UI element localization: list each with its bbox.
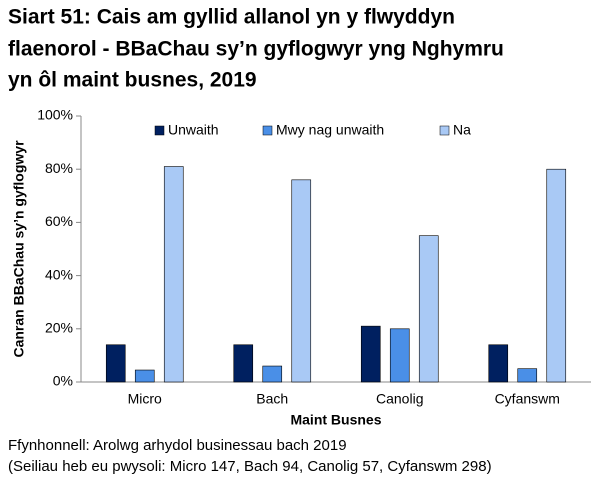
legend-label: Na — [453, 122, 471, 138]
bar — [517, 368, 538, 383]
x-tick-label: Bach — [256, 391, 288, 407]
x-axis-label: Maint Busnes — [290, 412, 381, 428]
bar — [291, 179, 312, 383]
note: Ffynhonnell: Arolwg arhydol businessau b… — [8, 437, 347, 454]
y-tick-label: 100% — [37, 107, 73, 123]
bar — [546, 168, 567, 383]
y-tick-label: 0% — [53, 373, 73, 389]
x-tick-label: Canolig — [376, 391, 423, 407]
legend-swatch — [262, 125, 273, 136]
x-tick-label: Micro — [128, 391, 162, 407]
bar — [262, 365, 283, 383]
note: (Seiliau heb eu pwysoli: Micro 147, Bach… — [8, 458, 492, 475]
legend-swatch — [154, 125, 165, 136]
bar — [389, 328, 410, 383]
bar — [105, 344, 126, 383]
bar — [134, 369, 155, 383]
bar — [233, 344, 254, 383]
y-axis-label: Canran BBaChau sy’n gyflogwyr — [11, 140, 27, 358]
legend-swatch — [439, 125, 450, 136]
chart-title: Siart 51: Cais am gyllid allanol yn y fl… — [8, 6, 455, 29]
chart-title: flaenorol - BBaChau sy’n gyflogwyr yng N… — [8, 38, 504, 61]
y-tick-label: 80% — [45, 160, 73, 176]
bar — [360, 325, 381, 383]
y-tick-label: 20% — [45, 320, 73, 336]
legend-label: Mwy nag unwaith — [276, 122, 384, 138]
chart-title: yn ôl maint busnes, 2019 — [8, 69, 257, 92]
x-tick-label: Cyfanswm — [495, 391, 560, 407]
y-tick-label: 40% — [45, 266, 73, 282]
y-tick-label: 60% — [45, 213, 73, 229]
bar — [418, 235, 439, 383]
bar — [163, 166, 184, 383]
bar — [488, 344, 509, 383]
legend-label: Unwaith — [168, 122, 219, 138]
